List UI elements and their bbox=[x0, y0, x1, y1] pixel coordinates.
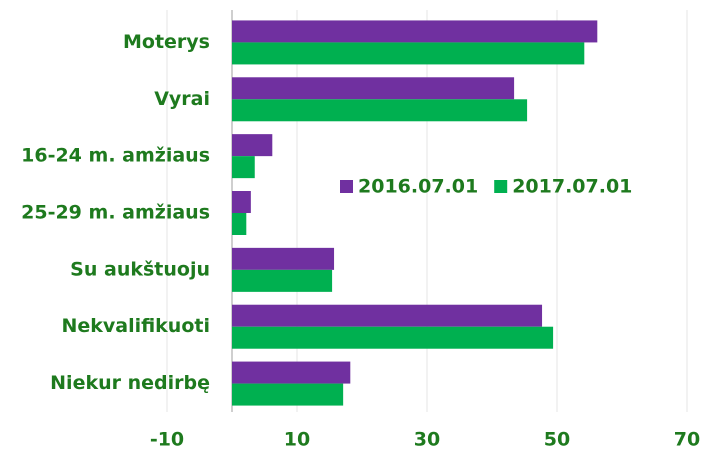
bar bbox=[232, 134, 273, 157]
legend-label: 2017.07.01 bbox=[512, 176, 632, 198]
bar bbox=[232, 383, 344, 406]
y-tick-label: Nekvalifikuoti bbox=[61, 315, 210, 337]
legend-label: 2016.07.01 bbox=[358, 176, 478, 198]
y-tick-label: 25-29 m. amžiaus bbox=[21, 202, 210, 224]
y-tick-label: Vyrai bbox=[154, 88, 210, 110]
bar bbox=[232, 213, 247, 235]
bar bbox=[232, 269, 333, 292]
bar bbox=[232, 20, 598, 43]
bar bbox=[232, 326, 554, 349]
bar bbox=[232, 42, 585, 65]
legend-swatch bbox=[340, 180, 353, 193]
legend-swatch bbox=[494, 180, 508, 193]
y-tick-label: Su aukštuoju bbox=[70, 258, 210, 280]
bar bbox=[232, 156, 255, 179]
bar bbox=[232, 304, 543, 327]
bar bbox=[232, 77, 515, 100]
x-tick-label: 10 bbox=[284, 429, 310, 450]
y-tick-label: Niekur nedirbę bbox=[50, 372, 210, 394]
bar bbox=[232, 99, 528, 122]
y-tick-label: 16-24 m. amžiaus bbox=[21, 145, 210, 167]
x-tick-label: 70 bbox=[674, 429, 700, 450]
x-tick-label: 30 bbox=[414, 429, 440, 450]
x-tick-label: 50 bbox=[544, 429, 570, 450]
bar bbox=[232, 361, 351, 384]
bar bbox=[232, 191, 251, 213]
y-tick-label: Moterys bbox=[123, 31, 210, 53]
bar bbox=[232, 247, 335, 270]
x-tick-label: -10 bbox=[150, 429, 184, 450]
